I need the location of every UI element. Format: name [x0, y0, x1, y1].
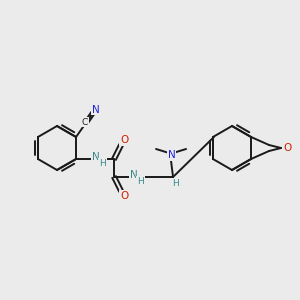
Text: O: O [283, 143, 291, 153]
Text: C: C [82, 118, 88, 127]
Text: O: O [120, 191, 128, 201]
Text: O: O [120, 135, 128, 145]
Text: H: H [99, 159, 106, 168]
Text: N: N [92, 105, 100, 115]
Text: N: N [92, 152, 100, 163]
Text: H: H [172, 178, 178, 188]
Text: H: H [137, 177, 144, 186]
Text: N: N [168, 150, 176, 160]
Text: N: N [130, 170, 138, 181]
